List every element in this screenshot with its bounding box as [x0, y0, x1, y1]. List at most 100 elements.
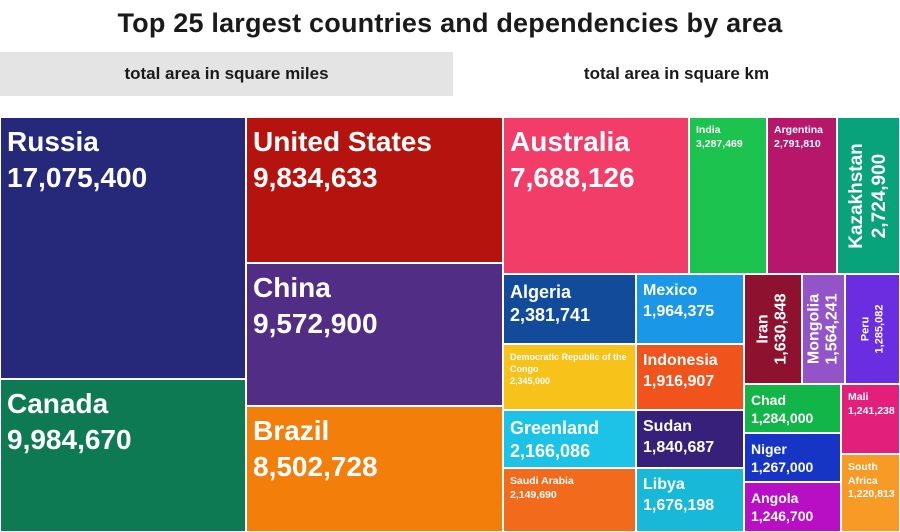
treemap-cell-argentina: Argentina 2,791,810 — [767, 117, 837, 274]
country-name: Peru — [858, 316, 871, 342]
area-value: 2,345,000 — [510, 376, 551, 387]
chart-title: Top 25 largest countries and dependencie… — [117, 8, 783, 38]
treemap-cell-greenland: Greenland 2,166,086 — [503, 410, 636, 468]
cell-label: Kazakhstan 2,724,900 — [846, 143, 892, 249]
treemap-cell-mexico: Mexico 1,964,375 — [636, 274, 744, 344]
country-name: Iran — [754, 314, 772, 344]
cell-label: United States 9,834,633 — [253, 124, 432, 196]
country-name: Mongolia — [805, 293, 823, 365]
tab-square-miles[interactable]: total area in square miles — [0, 52, 453, 96]
cell-label: Mongolia 1,564,241 — [805, 293, 842, 364]
cell-label: Algeria 2,381,741 — [510, 281, 590, 328]
cell-label: Australia 7,688,126 — [510, 124, 635, 196]
area-value: 1,267,000 — [751, 459, 814, 476]
cell-label: Brazil 8,502,728 — [253, 413, 378, 485]
area-value: 1,916,907 — [643, 372, 715, 390]
cell-label: China 9,572,900 — [253, 270, 378, 342]
cell-label: Angola 1,246,700 — [751, 489, 813, 525]
cell-label: Mali 1,241,238 — [848, 391, 895, 418]
area-value: 7,688,126 — [510, 161, 635, 193]
cell-label: Niger 1,267,000 — [751, 440, 813, 476]
cell-label: Indonesia 1,916,907 — [643, 351, 718, 393]
cell-label: Russia 17,075,400 — [7, 124, 147, 196]
area-value: 8,502,728 — [253, 450, 378, 482]
country-name: Brazil — [253, 415, 330, 446]
treemap-cell-democratic-republic-of-the-congo: Democratic Republic of the Congo 2,345,00… — [503, 344, 636, 410]
area-value: 2,149,690 — [510, 488, 557, 501]
country-name: Argentina — [774, 124, 824, 136]
area-value: 2,381,741 — [510, 305, 591, 326]
country-name: United States — [253, 126, 432, 157]
country-name: Algeria — [510, 282, 572, 302]
country-name: Canada — [7, 388, 109, 419]
area-value: 3,287,469 — [696, 137, 743, 150]
treemap-cell-brazil: Brazil 8,502,728 — [246, 406, 503, 532]
area-value: 1,284,000 — [751, 410, 814, 427]
treemap-cell-mali: Mali 1,241,238 — [841, 384, 900, 454]
country-name: Greenland — [510, 418, 600, 438]
country-name: South Africa — [848, 461, 878, 487]
treemap-cell-algeria: Algeria 2,381,741 — [503, 274, 636, 344]
treemap-cell-peru: Peru 1,285,082 — [845, 274, 900, 384]
country-name: Indonesia — [643, 352, 718, 369]
cell-label: Chad 1,284,000 — [751, 391, 813, 427]
treemap-cell-australia: Australia 7,688,126 — [503, 117, 689, 274]
treemap-cell-chad: Chad 1,284,000 — [744, 384, 841, 433]
area-value: 9,984,670 — [7, 423, 132, 455]
treemap-cell-united-states: United States 9,834,633 — [246, 117, 503, 263]
treemap-cell-canada: Canada 9,984,670 — [0, 379, 246, 532]
area-value: 1,241,238 — [848, 404, 895, 417]
area-value: 17,075,400 — [7, 161, 148, 193]
unit-tabs: total area in square miles total area in… — [0, 52, 900, 96]
cell-label: South Africa 1,220,813 — [848, 461, 899, 502]
treemap-cell-libya: Libya 1,676,198 — [636, 468, 744, 532]
country-name: Democratic Republic of the Congo — [510, 352, 627, 375]
cell-label: Sudan 1,840,687 — [643, 417, 714, 459]
area-value: 1,246,700 — [751, 508, 814, 525]
area-value: 1,220,813 — [848, 488, 895, 501]
country-name: Chad — [751, 392, 786, 408]
cell-label: Peru 1,285,082 — [859, 305, 887, 354]
cell-label: Iran 1,630,848 — [755, 293, 792, 364]
treemap-cell-sudan: Sudan 1,840,687 — [636, 410, 744, 468]
area-value: 2,166,086 — [510, 441, 591, 462]
area-value: 2,724,900 — [868, 153, 890, 238]
country-name: China — [253, 272, 331, 303]
treemap-cell-kazakhstan: Kazakhstan 2,724,900 — [837, 117, 900, 274]
country-name: Sudan — [643, 418, 692, 435]
area-value: 1,630,848 — [773, 293, 790, 365]
country-name: Angola — [751, 490, 799, 506]
area-value: 1,840,687 — [643, 438, 715, 456]
cell-label: Democratic Republic of the Congo 2,345,00… — [510, 351, 635, 387]
area-value: 9,572,900 — [253, 307, 378, 339]
area-value: 2,791,810 — [774, 137, 821, 150]
country-name: Saudi Arabia — [510, 475, 574, 487]
treemap-cell-south-africa: South Africa 1,220,813 — [841, 454, 900, 532]
country-name: Mali — [848, 391, 869, 403]
country-name: India — [696, 124, 721, 136]
cell-label: Mexico 1,964,375 — [643, 281, 714, 323]
treemap-cell-china: China 9,572,900 — [246, 263, 503, 406]
cell-label: Canada 9,984,670 — [7, 386, 132, 458]
country-name: Mexico — [643, 282, 698, 299]
area-value: 1,285,082 — [872, 304, 885, 354]
area-value: 1,964,375 — [643, 302, 715, 320]
cell-label: Greenland 2,166,086 — [510, 417, 599, 464]
area-value: 1,676,198 — [643, 496, 715, 514]
cell-label: India 3,287,469 — [696, 124, 743, 151]
cell-label: Saudi Arabia 2,149,690 — [510, 475, 574, 502]
country-name: Australia — [510, 126, 630, 157]
treemap-cell-indonesia: Indonesia 1,916,907 — [636, 344, 744, 410]
treemap-cell-iran: Iran 1,630,848 — [744, 274, 802, 384]
treemap-cell-angola: Angola 1,246,700 — [744, 482, 841, 532]
cell-label: Libya 1,676,198 — [643, 475, 714, 517]
area-value: 1,564,241 — [823, 293, 841, 365]
area-value: 9,834,633 — [253, 161, 378, 193]
tab-square-km[interactable]: total area in square km — [453, 52, 900, 96]
treemap-cell-niger: Niger 1,267,000 — [744, 433, 841, 482]
country-name: Kazakhstan — [845, 142, 867, 249]
treemap-cell-saudi-arabia: Saudi Arabia 2,149,690 — [503, 468, 636, 532]
country-name: Russia — [7, 126, 99, 157]
country-name: Libya — [643, 476, 685, 493]
country-name: Niger — [751, 441, 787, 457]
